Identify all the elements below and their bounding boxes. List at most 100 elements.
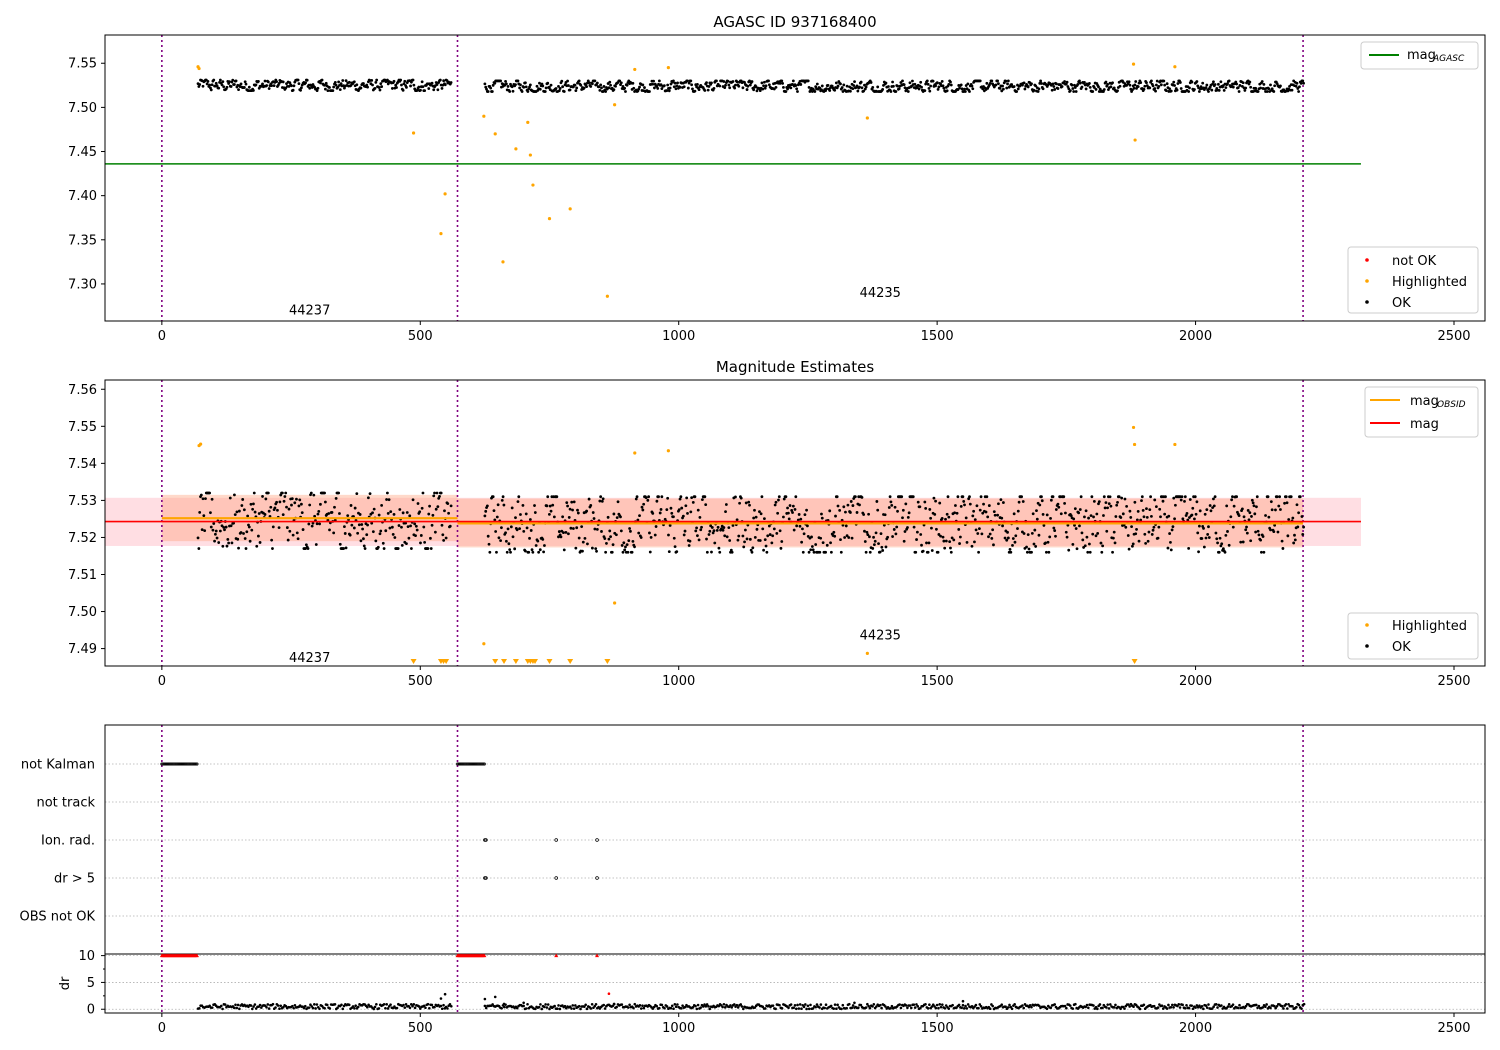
ok-point [493, 518, 497, 522]
ok-point [442, 538, 446, 542]
ok-point [1073, 86, 1077, 89]
ok-point [506, 85, 510, 88]
ok-point [287, 507, 291, 511]
ok-point [401, 511, 405, 515]
dr-point [835, 1007, 838, 1010]
ok-point [997, 502, 1000, 506]
dr-point [694, 1004, 697, 1008]
ok-point [381, 541, 385, 545]
ok-point [889, 500, 893, 504]
ok-point [1092, 515, 1095, 519]
ok-point [979, 495, 983, 499]
ok-point [625, 83, 629, 87]
dr-tick-label: 10 [78, 949, 95, 964]
ok-point [917, 87, 921, 91]
ok-point [759, 512, 763, 516]
ok-point [1133, 83, 1137, 87]
dr-point [962, 1007, 966, 1010]
ok-point [1128, 509, 1132, 513]
ok-point [853, 495, 857, 499]
dr-point [722, 1002, 726, 1006]
ok-point [202, 514, 206, 517]
ok-point [315, 522, 319, 526]
legend-agasc [1360, 41, 1479, 70]
ok-point [396, 547, 400, 550]
ok-point [1037, 87, 1041, 91]
ok-point [933, 513, 937, 516]
highlighted-point [514, 147, 518, 151]
ok-point [1051, 82, 1055, 86]
ok-point [880, 545, 884, 549]
ok-point [331, 89, 335, 93]
ok-point [1159, 83, 1163, 87]
ok-point [958, 542, 961, 545]
ok-point [724, 83, 727, 87]
ok-point [968, 495, 971, 499]
ok-point [838, 508, 842, 512]
ok-point [604, 90, 608, 93]
ok-point [328, 528, 331, 532]
ok-point [1227, 543, 1231, 547]
dr-point [938, 1003, 942, 1006]
ok-point [1246, 509, 1250, 512]
ok-point [209, 525, 213, 529]
ok-point [1044, 550, 1048, 554]
ok-point [1210, 88, 1214, 92]
ok-point [788, 504, 792, 507]
ok-point [1006, 79, 1010, 83]
ok-point [1259, 86, 1262, 90]
ok-point [292, 84, 296, 88]
ok-point [423, 89, 427, 93]
dr-point [439, 997, 443, 1000]
ok-point [247, 85, 251, 89]
ok-point [339, 82, 343, 86]
ok-point [285, 505, 288, 509]
dr-point [1274, 1006, 1277, 1010]
ok-point [1190, 513, 1194, 517]
highlighted-point [1131, 62, 1136, 66]
dr-point [1265, 1003, 1268, 1006]
ok-point [266, 491, 270, 495]
obsid-label: 44235 [860, 286, 901, 301]
ok-point [447, 511, 451, 515]
dr-point [889, 1007, 892, 1010]
ok-point [1143, 532, 1147, 536]
ok-point [1168, 87, 1172, 91]
ok-point [929, 84, 933, 88]
ok-point [622, 541, 626, 545]
ok-point [826, 83, 830, 87]
ok-point [317, 509, 321, 513]
ok-point [435, 491, 439, 495]
ok-point [338, 84, 341, 87]
dr-point [579, 1007, 582, 1011]
ok-point [257, 512, 261, 515]
ok-point [534, 544, 538, 547]
dr-point [607, 992, 611, 995]
highlighted-point [493, 132, 497, 136]
dr-tick-label: 0 [87, 1003, 95, 1018]
ok-point [1005, 86, 1009, 90]
ok-point [770, 541, 774, 545]
dr-point [1030, 1005, 1033, 1009]
ok-point [763, 86, 767, 90]
ok-point [999, 498, 1003, 502]
ok-point [432, 494, 436, 498]
ok-point [1273, 523, 1277, 527]
dr-point [1022, 1006, 1026, 1010]
ok-point [585, 509, 589, 513]
legend-point-label: Highlighted [1392, 619, 1467, 634]
ok-point [391, 533, 395, 536]
ok-point [952, 538, 956, 542]
legend-points-1 [1347, 246, 1479, 314]
ok-point [665, 89, 669, 93]
ok-point [1247, 518, 1251, 522]
ok-point [580, 525, 584, 529]
ok-point [610, 550, 614, 554]
dr-point [673, 1002, 677, 1006]
dr-point [947, 1007, 951, 1010]
dr-point [403, 1006, 407, 1009]
ok-point [1213, 495, 1217, 499]
ok-point [600, 499, 604, 503]
dr-point [814, 1005, 817, 1009]
dr-point [660, 1003, 664, 1007]
